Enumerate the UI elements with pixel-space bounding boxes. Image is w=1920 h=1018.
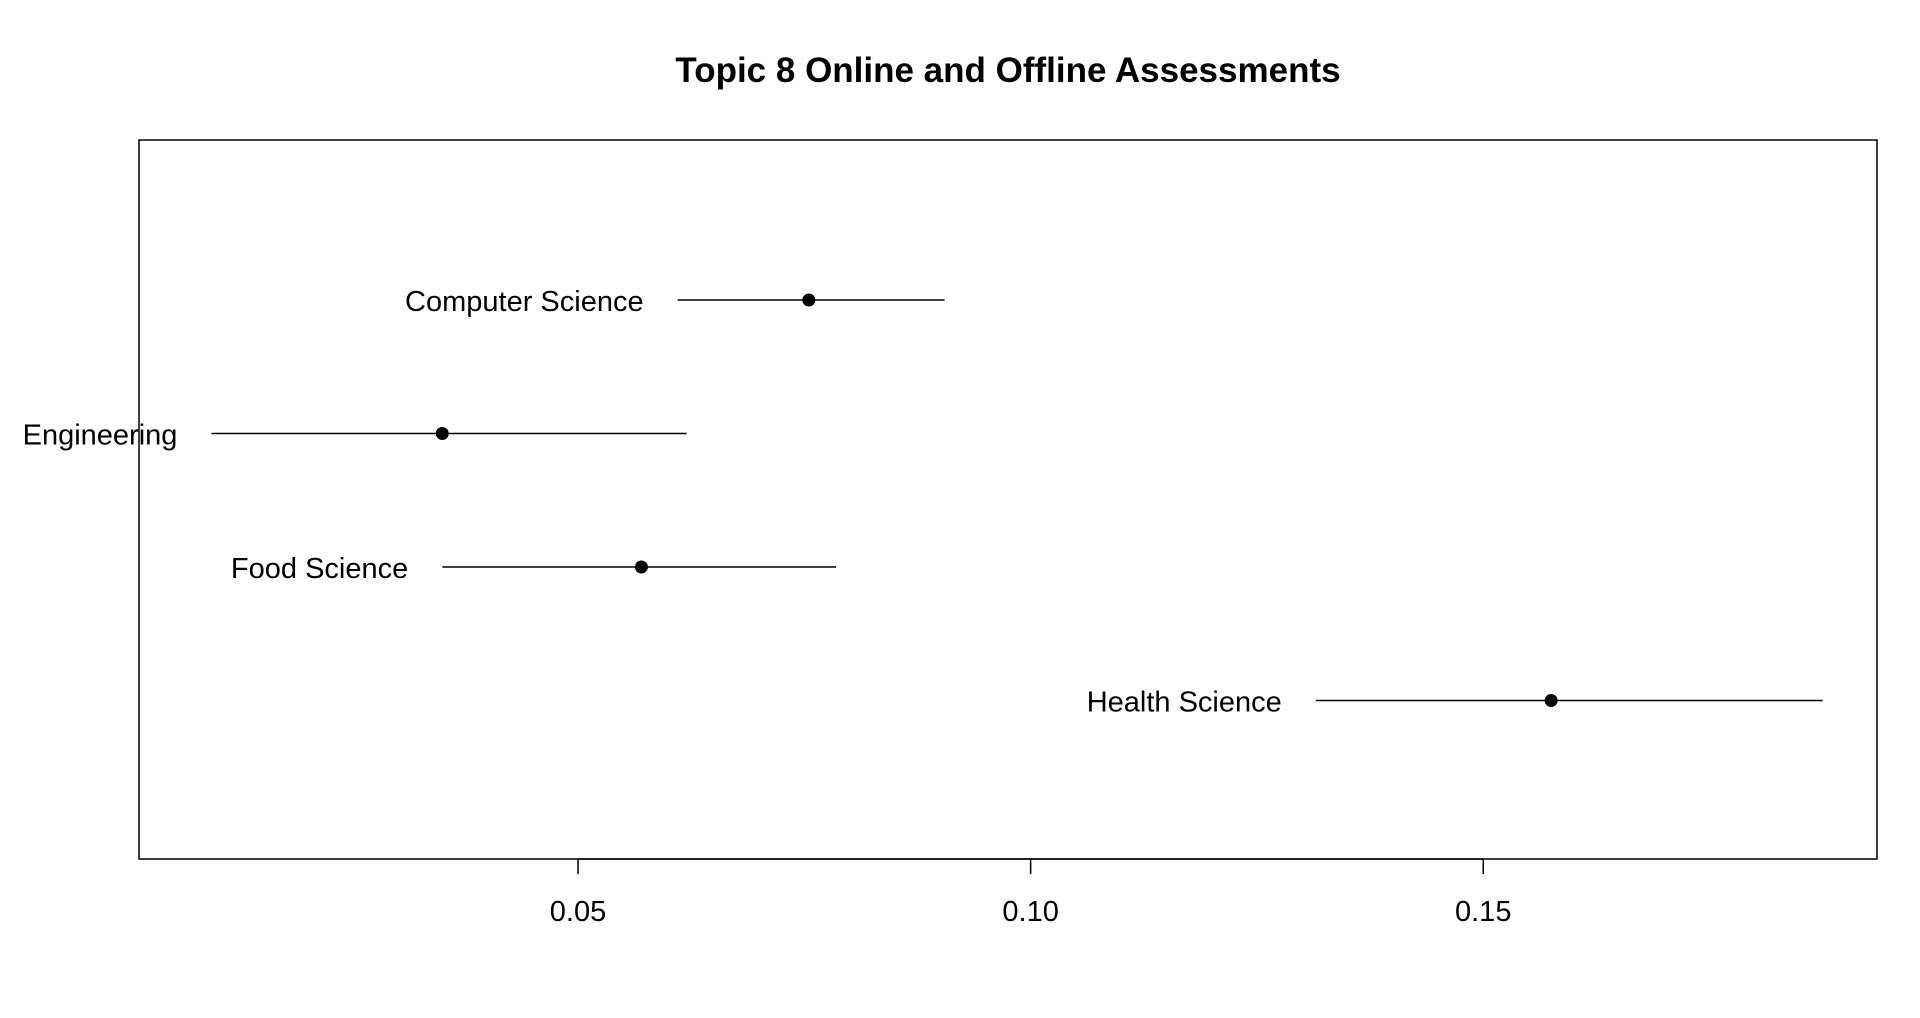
series-label: Engineering — [23, 420, 178, 452]
series-layer: Computer Science Engineering Food Science H… — [23, 286, 1823, 719]
series-row: Health Science — [1087, 687, 1823, 719]
plot-frame — [138, 139, 1878, 860]
x-tick-label: 0.05 — [550, 896, 606, 928]
estimate-point — [1544, 694, 1558, 707]
series-row: Computer Science — [405, 286, 945, 318]
x-axis: 0.05 0.10 0.15 — [550, 858, 1511, 928]
chart-title: Topic 8 Online and Offline Assessments — [675, 51, 1340, 90]
estimate-point — [435, 427, 449, 440]
series-label: Food Science — [231, 553, 408, 585]
x-tick-label: 0.10 — [1002, 896, 1058, 928]
series-label: Health Science — [1087, 687, 1282, 719]
estimate-point — [634, 560, 648, 574]
series-label: Computer Science — [405, 286, 644, 318]
series-row: Engineering — [23, 420, 687, 452]
estimate-point — [802, 293, 816, 307]
x-tick-label: 0.15 — [1455, 896, 1511, 928]
series-row: Food Science — [231, 553, 837, 585]
